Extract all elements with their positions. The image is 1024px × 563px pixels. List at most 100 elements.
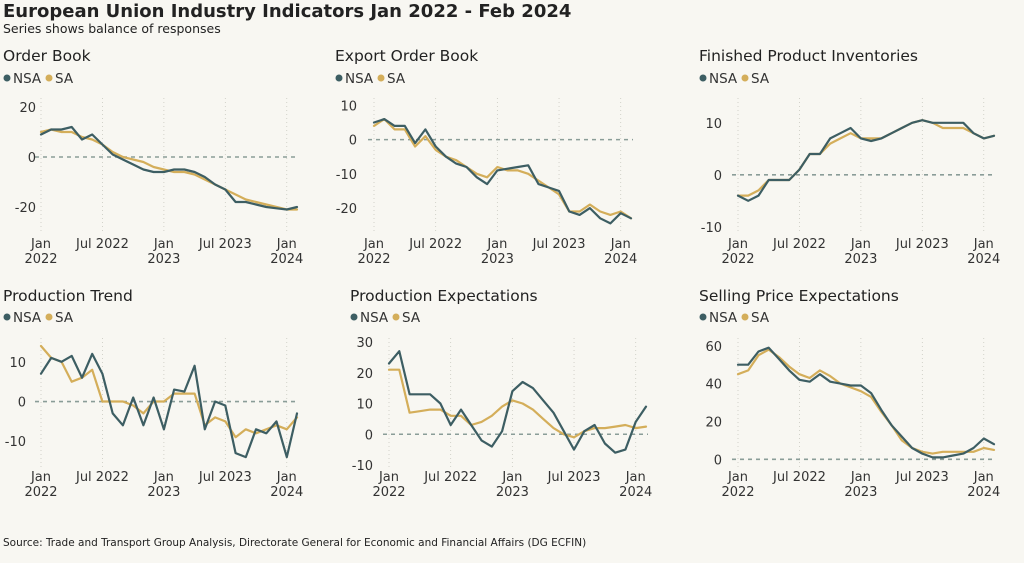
x-tick-label-year: 2022 — [721, 485, 754, 500]
x-tick-label-year: 2024 — [967, 252, 1000, 267]
x-tick-label-year: 2022 — [372, 485, 405, 500]
chart-title-selling-price-expectations: Selling Price Expectations — [699, 287, 899, 305]
x-tick-label-year: 2023 — [481, 252, 514, 267]
legend-label-sa: SA — [402, 310, 421, 326]
chart-title-order-book: Order Book — [3, 47, 91, 65]
legend-marker-sa — [45, 313, 53, 321]
y-tick-label: 10 — [356, 398, 373, 413]
y-tick-label: 10 — [9, 356, 26, 371]
x-tick-label: Jan — [363, 237, 384, 252]
legend-label-sa: SA — [387, 71, 406, 87]
x-tick-label: Jul 2023 — [198, 470, 252, 485]
x-tick-label: Jul 2022 — [772, 237, 826, 252]
x-tick-label: Jul 2023 — [895, 470, 949, 485]
x-tick-label: Jul 2022 — [423, 470, 477, 485]
x-tick-label: Jul 2022 — [75, 237, 129, 252]
x-tick-label: Jan — [378, 470, 399, 485]
legend-marker-nsa — [335, 74, 343, 82]
x-tick-label-year: 2022 — [721, 252, 754, 267]
legend-marker-nsa — [3, 313, 11, 321]
legend-label-sa: SA — [751, 71, 770, 87]
series-line-sa — [736, 348, 996, 455]
legend-marker-sa — [45, 74, 53, 82]
y-tick-label: 0 — [18, 396, 26, 411]
x-tick-label: Jan — [486, 237, 507, 252]
page-title: European Union Industry Indicators Jan 2… — [3, 1, 572, 22]
y-tick-label: 0 — [714, 453, 722, 468]
legend-label-nsa: NSA — [345, 71, 374, 87]
y-tick-label: -10 — [5, 435, 26, 450]
legend-marker-sa — [377, 74, 385, 82]
legend-label-sa: SA — [751, 310, 770, 326]
legend-label-nsa: NSA — [709, 71, 738, 87]
chart-title-export-order-book: Export Order Book — [335, 47, 478, 65]
y-tick-label: 0 — [714, 169, 722, 184]
legend-label-sa: SA — [55, 71, 74, 87]
x-tick-label-year: 2024 — [619, 485, 652, 500]
x-tick-label: Jul 2022 — [408, 237, 462, 252]
chart-production-expectations: Production Expectations NSA SA -10 0 10 20 30 Ja… — [350, 287, 652, 500]
y-tick-label: -10 — [336, 168, 357, 183]
x-tick-label-year: 2022 — [357, 252, 390, 267]
x-tick-label: Jul 2022 — [772, 470, 826, 485]
x-tick-label: Jan — [153, 237, 174, 252]
x-tick-label: Jan — [501, 470, 522, 485]
y-tick-label: -20 — [336, 202, 357, 217]
page-subtitle: Series shows balance of responses — [3, 21, 221, 36]
series-line-sa — [736, 119, 996, 197]
y-tick-label: 20 — [705, 415, 722, 430]
legend-label-nsa: NSA — [13, 71, 42, 87]
y-tick-label: 20 — [356, 367, 373, 382]
chart-title-production-trend: Production Trend — [3, 287, 133, 305]
series-line-nsa — [39, 125, 299, 211]
x-tick-label-year: 2023 — [496, 485, 529, 500]
legend-marker-nsa — [350, 313, 358, 321]
y-tick-label: 10 — [340, 99, 357, 114]
x-tick-label-year: 2024 — [270, 252, 303, 267]
chart-finished-product-inventories: Finished Product Inventories NSA SA -10 0 10 J… — [699, 47, 1000, 267]
y-tick-label: 60 — [705, 340, 722, 355]
legend-label-sa: SA — [55, 310, 74, 326]
series-line-sa — [387, 368, 648, 439]
x-tick-label: Jan — [276, 470, 297, 485]
source-note: Source: Trade and Transport Group Analys… — [3, 537, 587, 549]
x-tick-label: Jan — [727, 470, 748, 485]
x-tick-label: Jan — [610, 237, 631, 252]
legend-label-nsa: NSA — [709, 310, 738, 326]
x-tick-label-year: 2023 — [844, 252, 877, 267]
series-line-nsa — [387, 350, 648, 454]
x-tick-label: Jan — [625, 470, 646, 485]
x-tick-label-year: 2023 — [147, 252, 180, 267]
y-tick-label: 0 — [349, 134, 357, 149]
series-line-nsa — [736, 119, 996, 202]
x-tick-label: Jan — [30, 470, 51, 485]
x-tick-label: Jan — [30, 237, 51, 252]
x-tick-label-year: 2022 — [24, 252, 57, 267]
x-tick-label: Jul 2023 — [198, 237, 252, 252]
x-tick-label: Jan — [850, 470, 871, 485]
y-tick-label: -20 — [15, 201, 36, 216]
legend-label-nsa: NSA — [13, 310, 42, 326]
y-tick-label: -10 — [352, 459, 373, 474]
series-line-sa — [39, 128, 299, 211]
legend-marker-sa — [741, 313, 749, 321]
x-tick-label: Jan — [973, 237, 994, 252]
x-tick-label-year: 2024 — [604, 252, 637, 267]
y-tick-label: 0 — [365, 428, 373, 443]
y-tick-label: 30 — [356, 336, 373, 351]
x-tick-label: Jan — [276, 237, 297, 252]
y-tick-label: 40 — [705, 378, 722, 393]
x-tick-label-year: 2023 — [147, 485, 180, 500]
legend-marker-nsa — [699, 313, 707, 321]
y-tick-label: -10 — [701, 221, 722, 236]
x-tick-label-year: 2022 — [24, 485, 57, 500]
legend-marker-sa — [741, 74, 749, 82]
series-line-nsa — [736, 346, 996, 459]
y-tick-label: 20 — [19, 101, 36, 116]
x-tick-label-year: 2024 — [967, 485, 1000, 500]
x-tick-label: Jan — [973, 470, 994, 485]
